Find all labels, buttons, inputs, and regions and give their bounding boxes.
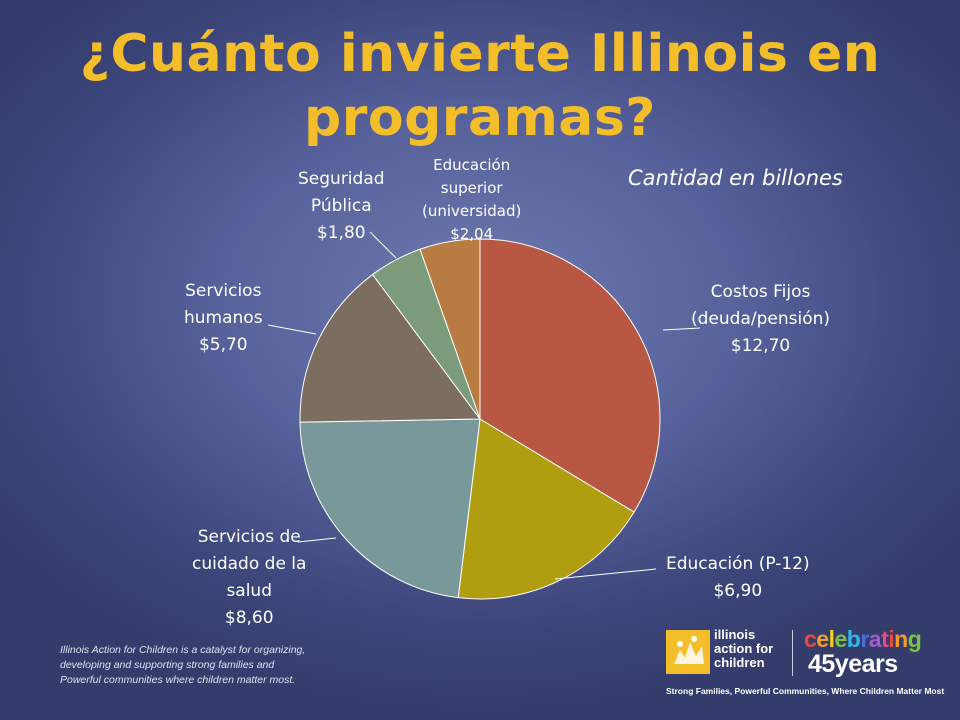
logo-org-line: action for bbox=[714, 641, 774, 656]
leader-line bbox=[267, 324, 317, 335]
logo-celebrating: celebrating bbox=[804, 626, 922, 653]
logo-celebrating-letter: t bbox=[881, 626, 889, 652]
slice-value-label: $1,80 bbox=[316, 223, 366, 243]
slice-label-line: Pública bbox=[310, 196, 372, 216]
slice-label-line: Servicios de bbox=[197, 527, 301, 547]
logo-org-line: illinois bbox=[714, 627, 756, 642]
footnote-line: Illinois Action for Children is a cataly… bbox=[60, 644, 306, 656]
slice-label-line: cuidado de la bbox=[192, 554, 307, 574]
leader-line bbox=[554, 568, 657, 580]
pie-slice bbox=[299, 273, 481, 423]
slice-label-line: (deuda/pensión) bbox=[691, 309, 831, 329]
slice-value-label: $8,60 bbox=[224, 608, 274, 628]
slice-label-line: (universidad) bbox=[422, 202, 522, 220]
footnote-line: developing and supporting strong familie… bbox=[60, 659, 275, 671]
slice-label-line: Costos Fijos bbox=[710, 282, 811, 302]
footnote-line: Powerful communities where children matt… bbox=[60, 674, 296, 686]
slice-label: Servicios humanos $5,70 bbox=[184, 278, 263, 359]
slice-label: Servicios de cuidado de la salud $8,60 bbox=[192, 524, 306, 632]
title-line-1: ¿Cuánto invierte Illinois en bbox=[79, 24, 881, 84]
logo-celebrating-letter: a bbox=[868, 626, 882, 652]
slice-label-line: superior bbox=[440, 179, 503, 197]
slice-label-line: salud bbox=[226, 581, 273, 601]
title-line-2: programas? bbox=[304, 88, 656, 148]
logo-celebrating-letter: b bbox=[846, 626, 861, 652]
slice-label-line: Seguridad bbox=[298, 169, 385, 189]
logo-years: 45years bbox=[808, 650, 898, 678]
slice-label-line: Servicios bbox=[185, 281, 262, 301]
logo-celebrating-letter: r bbox=[860, 626, 869, 652]
slice-value-label: $12,70 bbox=[730, 336, 791, 356]
slice-label-line: humanos bbox=[184, 308, 263, 328]
page-title: ¿Cuánto invierte Illinois en programas? bbox=[0, 22, 960, 150]
chart-subtitle: Cantidad en billones bbox=[628, 166, 843, 190]
slice-value-label: $6,90 bbox=[713, 581, 763, 601]
leader-line bbox=[297, 537, 337, 543]
slice-label: Educación (P-12) $6,90 bbox=[666, 551, 810, 605]
logo-celebrating-letter: l bbox=[828, 626, 835, 652]
logo-tagline: Strong Families, Powerful Communities, W… bbox=[666, 686, 945, 696]
pie-slice bbox=[419, 238, 481, 420]
logo-org-line: children bbox=[714, 655, 765, 670]
pie-slice bbox=[299, 418, 481, 599]
slice-label-line: Educación bbox=[433, 156, 511, 174]
logo-celebrating-letter: i bbox=[888, 626, 895, 652]
slice-value-label: $5,70 bbox=[198, 335, 248, 355]
pie-slice bbox=[479, 238, 661, 513]
children-hands-logo-icon bbox=[666, 630, 710, 674]
footnote: Illinois Action for Children is a cataly… bbox=[60, 643, 420, 688]
logo-celebrating-letter: g bbox=[907, 626, 922, 652]
slice-value-label: $2,04 bbox=[450, 225, 494, 243]
pie-slice bbox=[457, 418, 635, 600]
slice-label: Costos Fijos (deuda/pensión) $12,70 bbox=[691, 279, 830, 360]
slice-label: Seguridad Pública $1,80 bbox=[298, 166, 385, 247]
logo-celebrating-letter: n bbox=[894, 626, 908, 652]
logo-divider bbox=[792, 630, 793, 676]
leader-line bbox=[369, 231, 397, 259]
logo-org-name: illinois action for children bbox=[714, 628, 773, 670]
logo-celebrating-letter: e bbox=[816, 626, 829, 652]
logo-celebrating-letter: c bbox=[804, 626, 817, 652]
slice-label-line: Educación (P-12) bbox=[666, 554, 810, 574]
logo-celebrating-letter: e bbox=[834, 626, 847, 652]
slice-label: Educación superior (universidad) $2,04 bbox=[422, 154, 521, 246]
leader-line bbox=[662, 327, 701, 331]
organization-logo: illinois action for children celebrating… bbox=[662, 626, 944, 698]
